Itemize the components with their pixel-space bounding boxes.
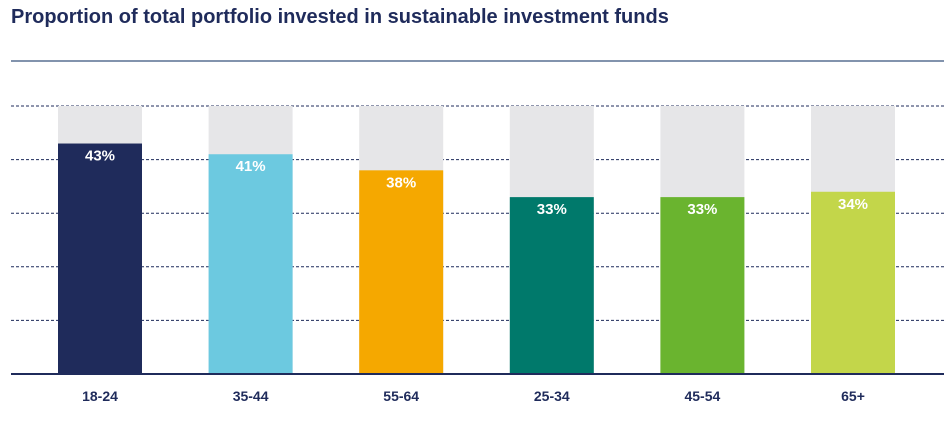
- x-tick-label: 18-24: [82, 388, 118, 404]
- x-tick-label: 55-64: [383, 388, 419, 404]
- bar-25-34: [509, 197, 594, 374]
- chart-title: Proportion of total portfolio invested i…: [11, 6, 669, 28]
- gridlines: [11, 105, 944, 321]
- value-label: 41%: [236, 158, 266, 175]
- x-tick-label: 35-44: [233, 388, 269, 404]
- x-axis: 18-24 35-44 55-64 25-34 45-54 65+: [11, 373, 944, 404]
- value-label: 33%: [537, 201, 567, 218]
- bar-18-24: [58, 143, 142, 374]
- value-label: 33%: [687, 201, 717, 218]
- x-tick-label: 25-34: [534, 388, 570, 404]
- bars: [58, 106, 895, 374]
- bar-45-54: [660, 197, 745, 374]
- bar-55-64: [359, 170, 444, 374]
- value-label: 43%: [85, 148, 115, 165]
- x-tick-label: 45-54: [684, 388, 720, 404]
- bar-35-44: [208, 154, 293, 374]
- x-tick-label: 65+: [841, 388, 865, 404]
- title-divider: [11, 60, 944, 62]
- value-label: 34%: [838, 196, 868, 213]
- value-labels: 43% 41% 38% 33% 33% 34%: [85, 148, 868, 219]
- value-label: 38%: [386, 174, 416, 191]
- bar-65+: [811, 191, 895, 374]
